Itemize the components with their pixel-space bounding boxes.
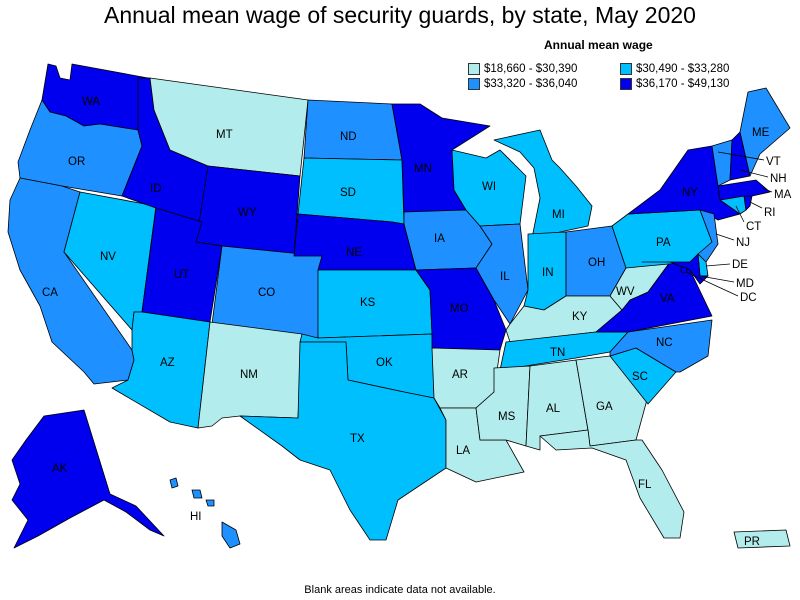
label-la: LA (456, 445, 470, 457)
state-il[interactable] (475, 223, 529, 325)
label-vt: VT (766, 156, 781, 168)
label-ky: KY (572, 311, 588, 323)
state-md[interactable] (641, 253, 709, 285)
label-ca: CA (42, 287, 58, 299)
state-nd[interactable] (303, 99, 403, 161)
label-ri: RI (764, 207, 776, 219)
label-il: IL (500, 271, 510, 283)
label-hi: HI (190, 511, 202, 523)
label-me: ME (752, 127, 770, 139)
label-fl: FL (638, 479, 652, 491)
label-wy: WY (238, 207, 257, 219)
legend-label-bin-3: $33,320 - $36,040 (484, 78, 578, 90)
state-labels: WA OR CA NV ID MT WY UT AZ CO NM ND SD N… (42, 96, 792, 548)
label-sd: SD (340, 187, 356, 199)
label-mi: MI (552, 209, 565, 221)
label-nd: ND (340, 131, 357, 143)
leader-nj (715, 233, 735, 241)
label-ct: CT (746, 221, 761, 233)
label-ar: AR (452, 369, 468, 381)
label-nm: NM (240, 369, 258, 381)
label-ok: OK (376, 357, 393, 369)
legend-title: Annual mean wage (544, 38, 653, 52)
legend: Annual mean wage $18,660 - $30,390 $30,4… (468, 38, 798, 90)
leader-dc (685, 271, 739, 297)
label-nc: NC (656, 337, 673, 349)
legend-item-bin-2: $30,490 - $33,280 (620, 63, 790, 75)
label-mo: MO (450, 303, 469, 315)
label-ut: UT (174, 269, 189, 281)
label-ma: MA (774, 189, 792, 201)
legend-swatch-bin-4 (620, 78, 632, 90)
state-mi[interactable] (493, 129, 593, 239)
leader-ct (735, 205, 745, 223)
label-ny: NY (682, 187, 698, 199)
label-ga: GA (596, 401, 613, 413)
state-hi-island-1[interactable] (169, 477, 179, 489)
state-hi-island-4[interactable] (221, 521, 241, 549)
label-ne: NE (346, 247, 362, 259)
leader-md (699, 275, 735, 283)
label-in: IN (542, 267, 554, 279)
legend-label-bin-1: $18,660 - $30,390 (484, 63, 578, 75)
legend-item-bin-4: $36,170 - $49,130 (620, 78, 790, 90)
leader-nh (739, 169, 769, 178)
label-al: AL (546, 403, 561, 415)
leader-de (705, 263, 731, 267)
legend-label-bin-4: $36,170 - $49,130 (636, 78, 730, 90)
state-ma[interactable] (717, 179, 771, 201)
label-dc: DC (740, 292, 757, 304)
label-wv: WV (616, 286, 635, 298)
legend-item-bin-3: $33,320 - $36,040 (468, 78, 620, 90)
label-wi: WI (482, 181, 496, 193)
label-id: ID (150, 183, 162, 195)
label-co: CO (258, 287, 275, 299)
state-tx[interactable] (239, 341, 447, 541)
label-ia: IA (434, 233, 445, 245)
label-mn: MN (414, 163, 432, 175)
leader-vt (717, 151, 765, 161)
label-oh: OH (588, 257, 605, 269)
legend-swatch-bin-3 (468, 78, 480, 90)
state-dc[interactable] (680, 266, 688, 274)
state-pr[interactable] (733, 529, 791, 549)
state-fl[interactable] (539, 429, 685, 539)
label-nv: NV (100, 251, 116, 263)
state-hi-island-2[interactable] (191, 489, 203, 499)
state-ak[interactable] (11, 409, 165, 549)
label-tx: TX (350, 433, 365, 445)
label-tn: TN (550, 347, 565, 359)
state-wi[interactable] (451, 149, 527, 227)
legend-swatch-bin-2 (620, 63, 632, 75)
map-title: Annual mean wage of security guards, by … (104, 2, 696, 28)
legend-item-bin-1: $18,660 - $30,390 (468, 63, 620, 75)
label-de: DE (732, 259, 748, 271)
legend-label-bin-2: $30,490 - $33,280 (636, 63, 730, 75)
state-nc[interactable] (609, 319, 713, 373)
label-mt: MT (216, 129, 233, 141)
label-pr: PR (744, 536, 760, 548)
label-az: AZ (160, 357, 175, 369)
label-wa: WA (82, 96, 100, 108)
label-ms: MS (498, 411, 516, 423)
label-va: VA (660, 293, 675, 305)
label-sc: SC (632, 371, 648, 383)
label-nh: NH (770, 173, 787, 185)
label-pa: PA (656, 237, 671, 249)
leader-ri (749, 201, 763, 209)
label-ak: AK (52, 463, 68, 475)
label-ks: KS (360, 297, 376, 309)
state-hi-island-3[interactable] (205, 499, 215, 507)
label-nj: NJ (736, 237, 750, 249)
state-me[interactable] (739, 87, 791, 177)
label-or: OR (68, 156, 85, 168)
leader-ma (761, 187, 773, 193)
footnote: Blank areas indicate data not available. (304, 584, 496, 596)
label-md: MD (736, 278, 754, 290)
legend-swatch-bin-1 (468, 63, 480, 75)
